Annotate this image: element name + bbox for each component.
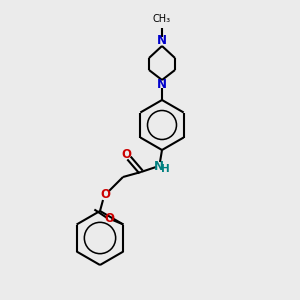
Text: H: H: [160, 164, 169, 174]
Text: N: N: [154, 160, 164, 172]
Text: CH₃: CH₃: [153, 14, 171, 24]
Text: O: O: [104, 212, 114, 225]
Text: O: O: [121, 148, 131, 161]
Text: O: O: [100, 188, 110, 202]
Text: N: N: [157, 77, 167, 91]
Text: N: N: [157, 34, 167, 47]
